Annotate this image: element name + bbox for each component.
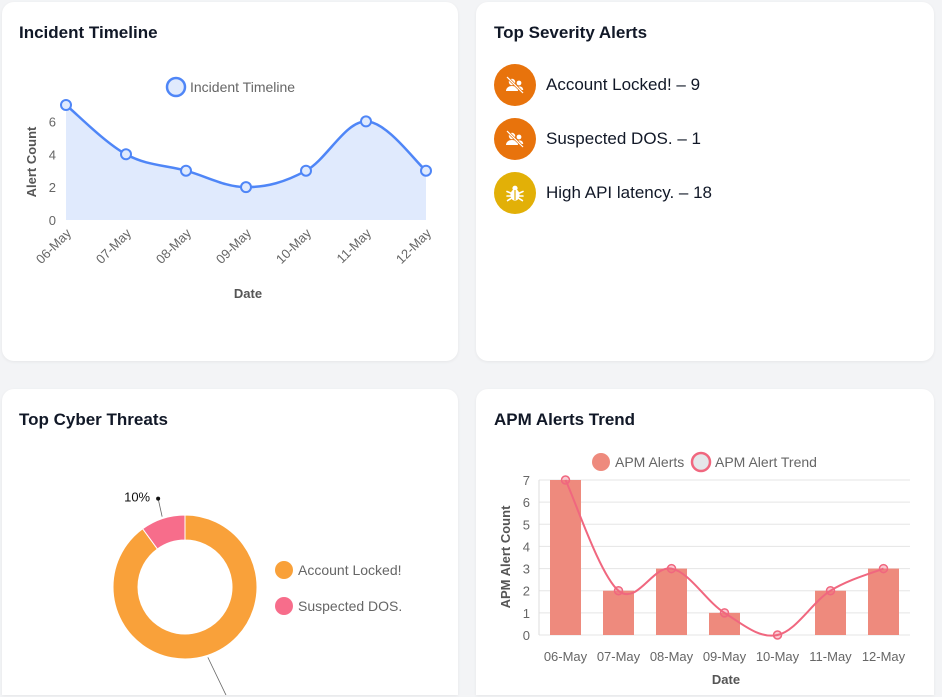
slice-value-label: 10% [124, 490, 150, 505]
legend-label: APM Alerts [615, 454, 684, 470]
y-tick-label: 0 [523, 628, 530, 643]
legend-swatch [275, 561, 293, 579]
data-point [420, 164, 432, 177]
y-axis-label: Alert Count [24, 126, 39, 197]
legend-swatch [165, 76, 187, 98]
data-point [60, 99, 72, 111]
x-tick-label: 06-May [544, 649, 588, 664]
x-tick-label: 07-May [597, 649, 641, 664]
y-tick-label: 3 [523, 562, 530, 577]
x-tick-label: 12-May [862, 649, 906, 664]
trend-point [719, 608, 730, 618]
legend-swatch [592, 453, 610, 471]
legend-label: Incident Timeline [190, 79, 295, 95]
x-tick-label: 07-May [93, 225, 135, 267]
legend-label: APM Alert Trend [715, 454, 817, 470]
severity-alert-item[interactable]: Suspected DOS. – 1 [494, 118, 701, 160]
severity-alert-item[interactable]: High API latency. – 18 [494, 172, 712, 214]
x-tick-label: 08-May [650, 649, 694, 664]
apm-alerts-trend-chart: APM Alerts APM Alert Trend 0 1 2 3 4 5 6 7 APM Ale… [498, 451, 910, 687]
bar [815, 590, 846, 635]
data-point [360, 115, 372, 128]
x-axis-label: Date [234, 286, 262, 301]
y-tick-label: 5 [523, 517, 530, 532]
x-axis-label: Date [712, 672, 740, 687]
bug-icon [494, 172, 536, 214]
donut-slice [141, 514, 186, 550]
data-point [300, 164, 312, 177]
leader-dot [156, 496, 161, 501]
user-lock-icon [494, 64, 536, 106]
incident-timeline-card: Incident Timeline Incident Timeline 0 2 4 6 A… [2, 2, 458, 361]
apm-alerts-trend-title: APM Alerts Trend [494, 410, 636, 429]
x-tick-label: 08-May [153, 225, 195, 267]
top-severity-alerts-title: Top Severity Alerts [494, 23, 648, 42]
bar [603, 590, 634, 635]
legend-swatch [690, 451, 712, 473]
y-tick-label: 4 [49, 147, 56, 162]
incident-timeline-title: Incident Timeline [19, 23, 158, 42]
severity-alert-text: Suspected DOS. – 1 [546, 129, 701, 148]
legend-label: Account Locked! [298, 562, 402, 578]
trend-point [613, 585, 624, 596]
y-tick-label: 7 [523, 473, 530, 488]
trend-point [666, 563, 677, 574]
data-point [120, 148, 132, 161]
y-tick-label: 0 [49, 213, 56, 228]
leader-line [207, 657, 227, 695]
data-point [240, 181, 252, 194]
series-area [66, 105, 426, 220]
top-cyber-threats-title: Top Cyber Threats [19, 410, 168, 429]
top-severity-alerts-card: Top Severity Alerts Account Locked! – 9 … [476, 2, 934, 361]
apm-alerts-trend-card: APM Alerts Trend APM Alerts APM Alert Tre… [476, 389, 934, 695]
legend-label: Suspected DOS. [298, 598, 402, 614]
y-tick-label: 6 [523, 495, 530, 510]
bar [868, 568, 899, 635]
top-cyber-threats-chart: 90%10%Account Locked!Suspected DOS. [112, 490, 402, 695]
y-axis-label: APM Alert Count [498, 505, 513, 608]
data-point [180, 164, 192, 177]
top-cyber-threats-card: Top Cyber Threats 90%10%Account Locked!S… [2, 389, 458, 695]
trend-point [878, 563, 889, 574]
y-tick-label: 2 [49, 180, 56, 195]
trend-point [772, 630, 783, 640]
trend-point [560, 475, 571, 485]
x-tick-label: 11-May [334, 225, 375, 266]
donut-slice [112, 514, 258, 660]
bar [656, 568, 687, 635]
y-tick-label: 6 [49, 114, 56, 129]
x-tick-label: 11-May [809, 649, 852, 664]
severity-alert-item[interactable]: Account Locked! – 9 [494, 64, 700, 106]
trend-point [825, 585, 836, 596]
y-tick-label: 2 [523, 584, 530, 599]
user-lock-icon [494, 118, 536, 160]
x-tick-label: 06-May [33, 225, 75, 267]
x-tick-label: 09-May [703, 649, 747, 664]
legend-swatch [275, 597, 293, 615]
bar [550, 480, 581, 635]
x-tick-label: 10-May [273, 225, 315, 267]
x-tick-label: 09-May [213, 225, 255, 267]
x-tick-label: 12-May [393, 225, 435, 267]
x-tick-label: 10-May [756, 649, 800, 664]
severity-alert-text: Account Locked! – 9 [546, 75, 701, 94]
y-tick-label: 1 [523, 606, 530, 621]
y-tick-label: 4 [523, 539, 530, 554]
incident-timeline-chart: Incident Timeline 0 2 4 6 Alert Count 06-May 07… [24, 76, 435, 301]
leader-line [157, 498, 163, 517]
trend-line [564, 479, 884, 637]
severity-alert-text: High API latency. – 18 [546, 183, 713, 202]
